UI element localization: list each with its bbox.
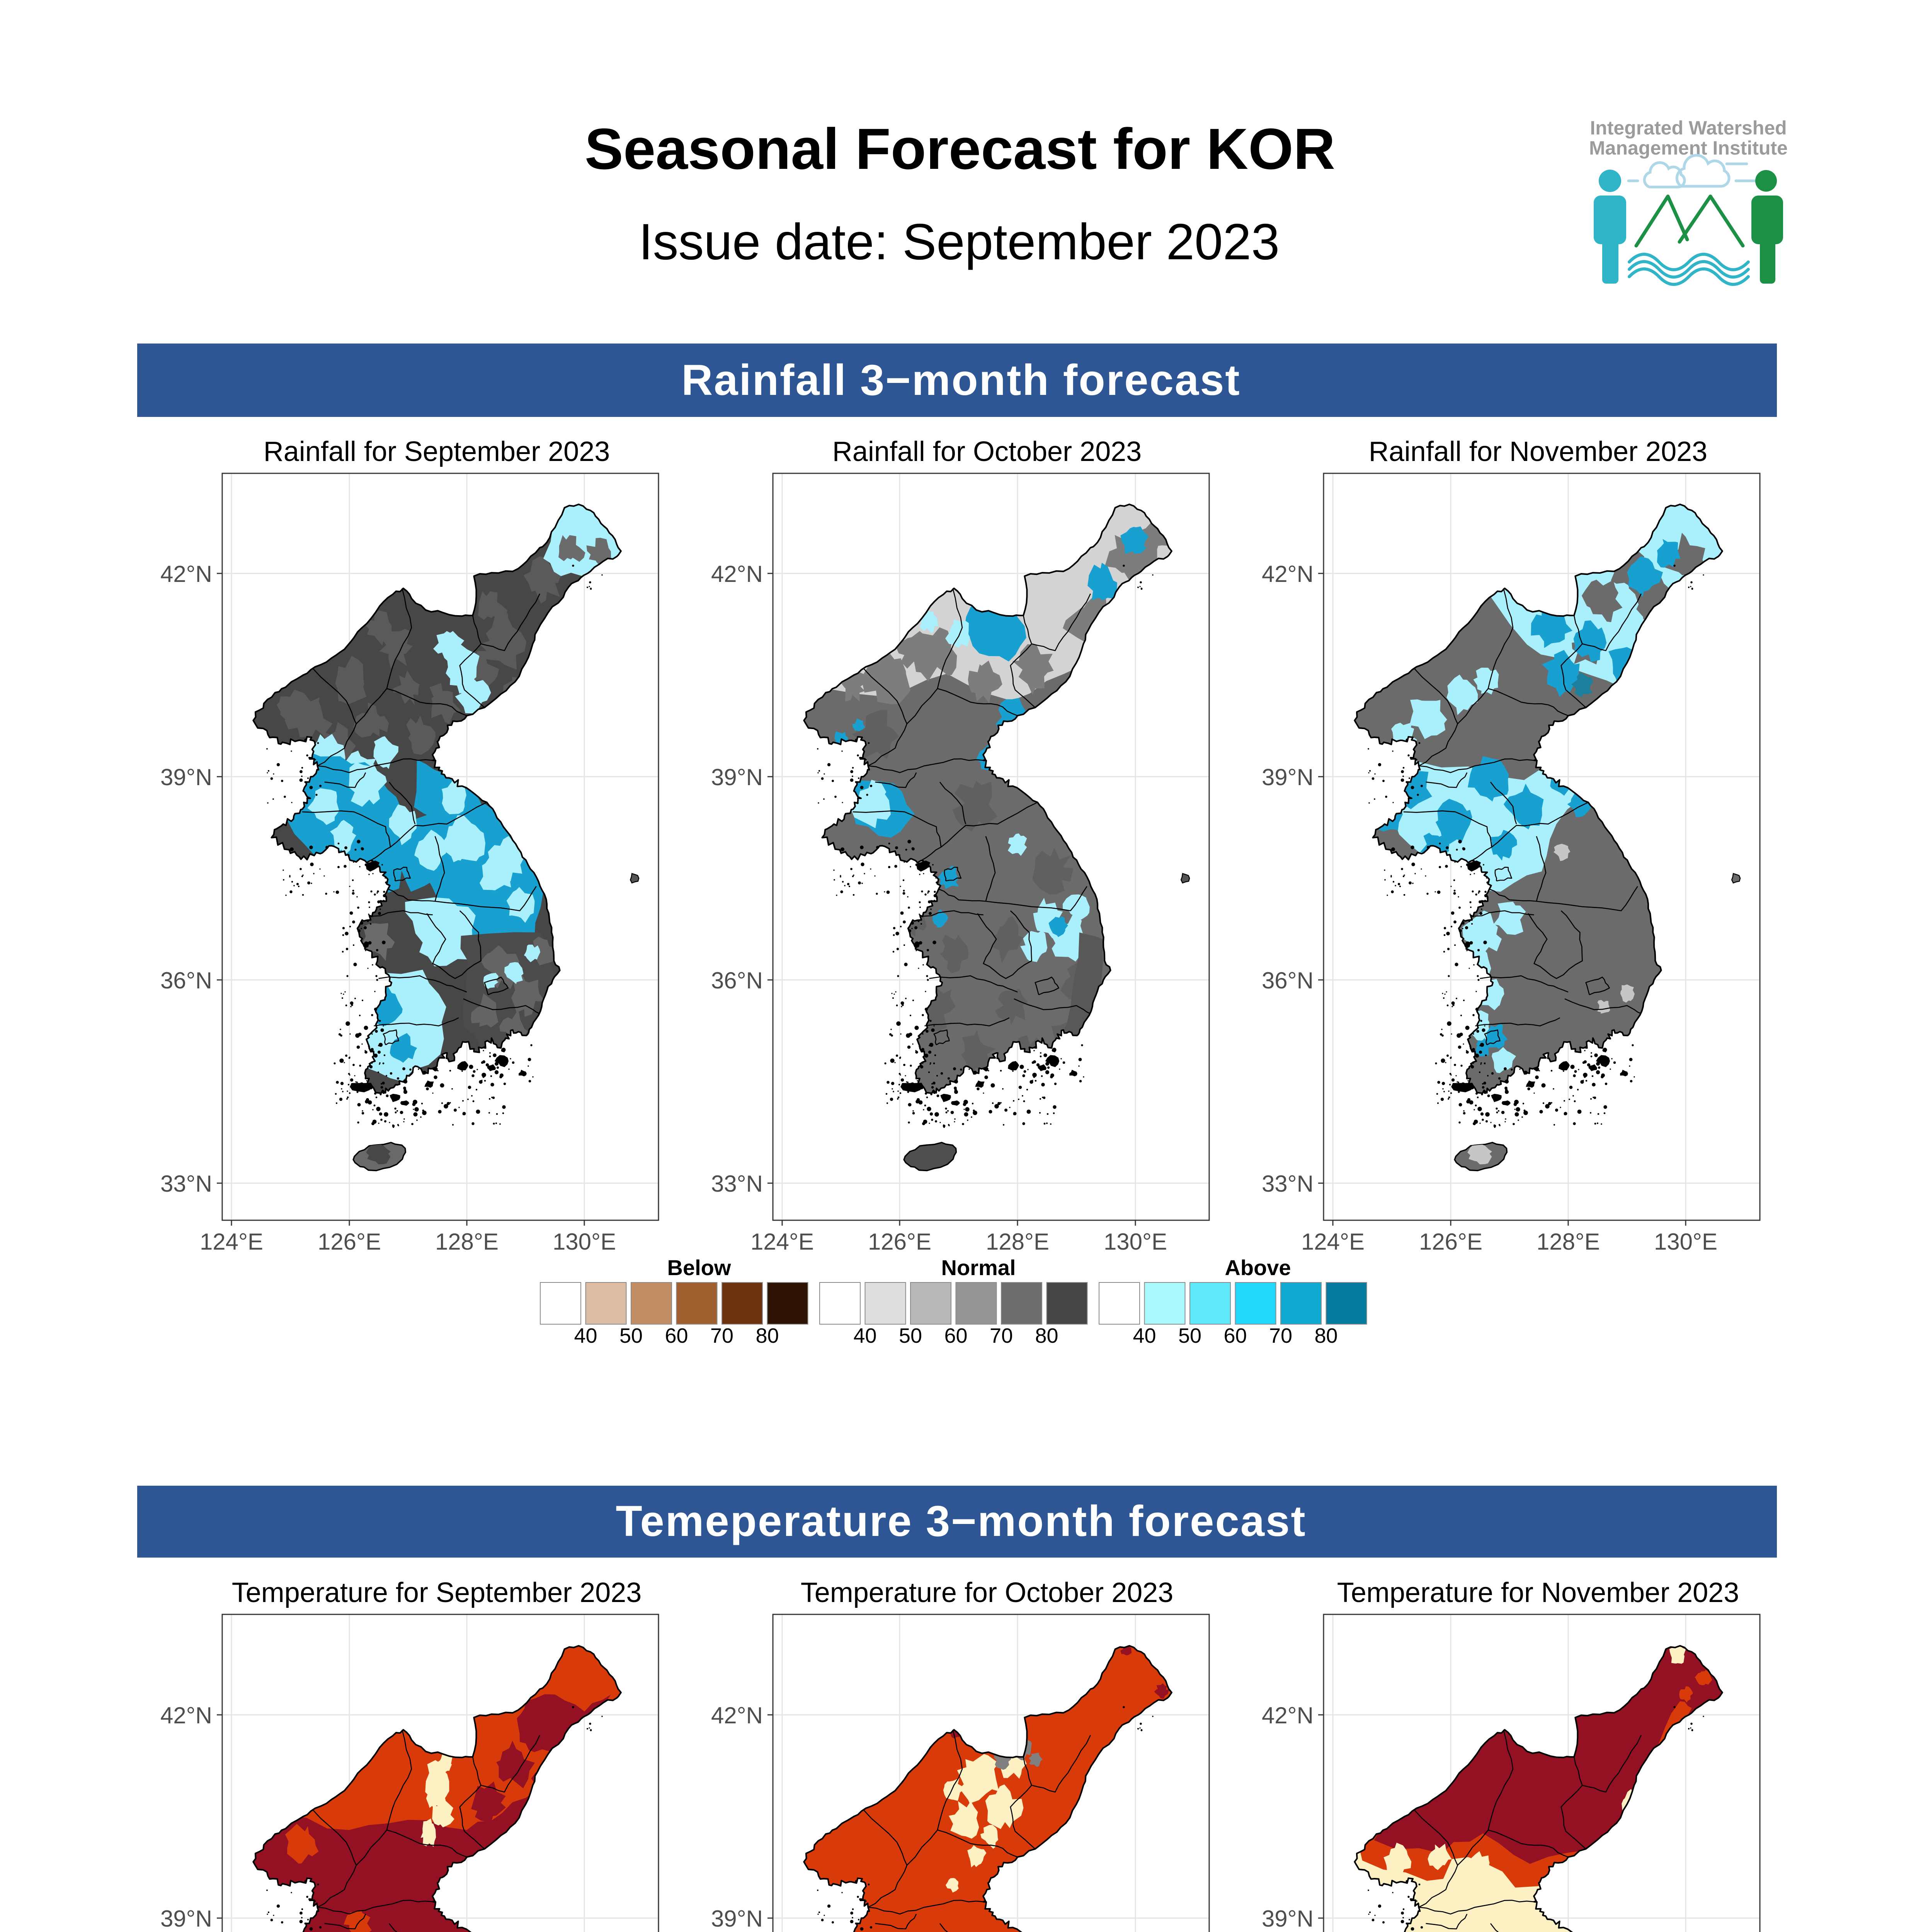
svg-text:42°N: 42°N [160,561,212,587]
svg-text:36°N: 36°N [711,968,763,993]
svg-text:39°N: 39°N [160,1906,212,1932]
svg-text:60: 60 [1223,1324,1247,1347]
svg-text:126°E: 126°E [868,1229,931,1255]
svg-text:42°N: 42°N [1262,1702,1314,1728]
svg-text:50: 50 [1178,1324,1201,1347]
svg-text:70: 70 [1269,1324,1292,1347]
svg-text:Rainfall 3−month forecast: Rainfall 3−month forecast [681,356,1240,404]
svg-text:40: 40 [853,1324,876,1347]
svg-text:Above: Above [1225,1255,1291,1280]
svg-text:70: 70 [710,1324,733,1347]
svg-text:126°E: 126°E [1419,1229,1482,1255]
svg-text:50: 50 [619,1324,643,1347]
svg-text:124°E: 124°E [1301,1229,1365,1255]
svg-text:33°N: 33°N [160,1171,212,1197]
svg-text:33°N: 33°N [711,1171,763,1197]
svg-text:39°N: 39°N [160,764,212,790]
svg-text:33°N: 33°N [1262,1171,1314,1197]
svg-text:42°N: 42°N [711,1702,763,1728]
svg-text:39°N: 39°N [711,1906,763,1932]
svg-text:80: 80 [1035,1324,1058,1347]
svg-text:36°N: 36°N [160,968,212,993]
svg-text:42°N: 42°N [160,1702,212,1728]
svg-text:126°E: 126°E [318,1229,381,1255]
svg-text:70: 70 [990,1324,1013,1347]
svg-text:124°E: 124°E [200,1229,263,1255]
svg-text:36°N: 36°N [1262,968,1314,993]
svg-text:Normal: Normal [941,1255,1016,1280]
svg-text:40: 40 [1133,1324,1156,1347]
svg-text:128°E: 128°E [986,1229,1049,1255]
svg-text:60: 60 [944,1324,967,1347]
svg-text:130°E: 130°E [1104,1229,1167,1255]
svg-text:Temperature for October 2023: Temperature for October 2023 [801,1577,1174,1608]
svg-text:Temperature for November 2023: Temperature for November 2023 [1337,1577,1739,1608]
svg-text:Below: Below [667,1255,731,1280]
svg-text:Rainfall for September 2023: Rainfall for September 2023 [264,436,610,467]
svg-text:130°E: 130°E [553,1229,616,1255]
svg-text:128°E: 128°E [435,1229,499,1255]
svg-text:Integrated Watershed: Integrated Watershed [1590,117,1787,139]
svg-text:Temperature for September 2023: Temperature for September 2023 [232,1577,642,1608]
svg-text:39°N: 39°N [1262,764,1314,790]
svg-text:50: 50 [899,1324,922,1347]
svg-text:Rainfall for October 2023: Rainfall for October 2023 [832,436,1142,467]
svg-text:39°N: 39°N [711,764,763,790]
svg-text:39°N: 39°N [1262,1906,1314,1932]
svg-text:42°N: 42°N [711,561,763,587]
svg-text:40: 40 [574,1324,597,1347]
svg-text:Rainfall for November 2023: Rainfall for November 2023 [1369,436,1707,467]
svg-text:42°N: 42°N [1262,561,1314,587]
svg-text:Management Institute: Management Institute [1589,137,1788,159]
svg-text:80: 80 [1314,1324,1337,1347]
svg-text:130°E: 130°E [1654,1229,1717,1255]
svg-text:60: 60 [665,1324,688,1347]
svg-text:Temeperature 3−month forecast: Temeperature 3−month forecast [616,1497,1306,1545]
svg-text:124°E: 124°E [750,1229,814,1255]
svg-text:128°E: 128°E [1537,1229,1600,1255]
svg-text:80: 80 [756,1324,779,1347]
svg-text:Issue date: September 2023: Issue date: September 2023 [639,213,1280,270]
svg-text:Seasonal Forecast for KOR: Seasonal Forecast for KOR [585,116,1335,181]
